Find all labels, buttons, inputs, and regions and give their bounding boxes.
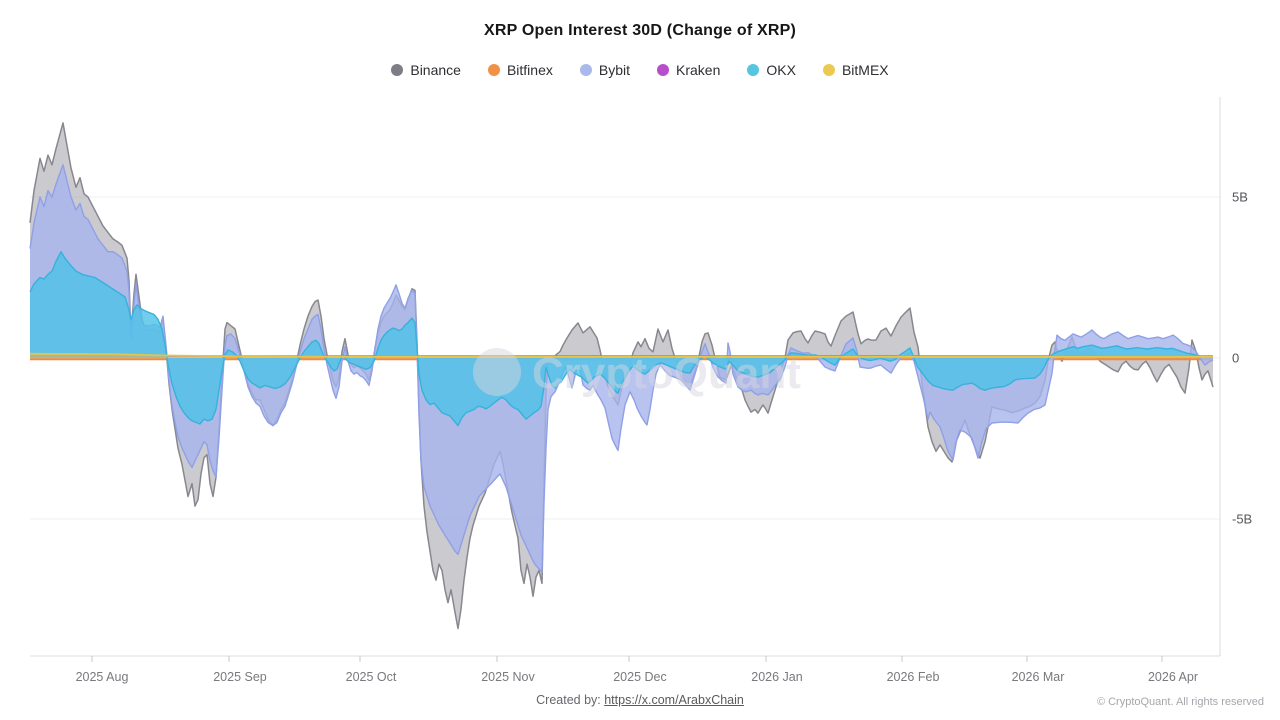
- x-axis-tick-label: 2025 Aug: [76, 670, 129, 684]
- x-axis-tick-label: 2025 Nov: [481, 670, 535, 684]
- x-axis-tick-label: 2026 Feb: [887, 670, 940, 684]
- legend-dot-bybit-icon: [579, 64, 592, 76]
- legend-item-bitmex[interactable]: BitMEX: [822, 62, 889, 78]
- watermark-logo-icon: [473, 348, 521, 396]
- watermark-text: CryptoQuant: [532, 349, 801, 398]
- x-axis-tick-label: 2026 Jan: [751, 670, 802, 684]
- legend-dot-okx-icon: [747, 64, 760, 76]
- legend-item-bitfinex[interactable]: Bitfinex: [487, 62, 553, 78]
- y-axis-tick-label: -5B: [1232, 512, 1252, 527]
- created-by-label: Created by:: [536, 693, 605, 707]
- legend-label: Bitfinex: [506, 62, 553, 78]
- legend-label: Bybit: [598, 62, 630, 78]
- legend-dot-kraken-icon: [657, 64, 669, 76]
- x-axis-tick-label: 2026 Apr: [1148, 670, 1198, 684]
- chart-title: XRP Open Interest 30D (Change of XRP): [483, 22, 797, 39]
- legend-label: Kraken: [676, 62, 721, 78]
- legend-item-binance[interactable]: Binance: [391, 62, 461, 78]
- y-axis-tick-label: 0: [1232, 351, 1239, 366]
- x-axis-tick-label: 2025 Oct: [346, 670, 397, 684]
- line-bybit: [29, 164, 1214, 573]
- line-okx: [29, 251, 1214, 427]
- y-axis-tick-label: 5B: [1232, 190, 1248, 205]
- line-bitmex: [29, 352, 1213, 358]
- legend-dot-binance-icon: [391, 64, 404, 76]
- legend-label: Binance: [410, 62, 461, 78]
- x-axis-tick-label: 2026 Mar: [1012, 670, 1065, 684]
- legend-label: OKX: [766, 62, 796, 78]
- copyright: © CryptoQuant. All rights reserved: [1096, 696, 1264, 708]
- x-axis-tick-label: 2025 Sep: [213, 670, 267, 684]
- legend-dot-bitfinex-icon: [487, 64, 500, 76]
- legend-dot-bitmex-icon: [822, 64, 835, 76]
- legend: Binance Bitfinex Bybit Kraken OKX BitMEX: [0, 62, 1280, 78]
- legend-item-okx[interactable]: OKX: [747, 62, 796, 78]
- legend-item-kraken[interactable]: Kraken: [657, 62, 720, 78]
- creator-link[interactable]: https://x.com/ArabxChain: [604, 693, 744, 707]
- legend-item-bybit[interactable]: Bybit: [579, 62, 630, 78]
- legend-label: BitMEX: [841, 62, 889, 78]
- x-axis-tick-label: 2025 Dec: [613, 670, 667, 684]
- created-by: Created by: https://x.com/ArabxChain: [0, 693, 1280, 707]
